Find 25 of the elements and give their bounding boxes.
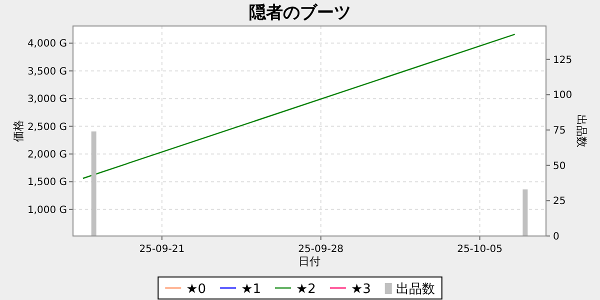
- y-tick-label: 2,500 G: [27, 122, 67, 133]
- x-tick-label: 25-10-05: [457, 244, 502, 255]
- y2-tick-label: 0: [553, 232, 560, 242]
- y2-tick-label: 75: [553, 126, 566, 137]
- y-tick-label: 1,500 G: [27, 177, 67, 188]
- legend-label: 出品数: [396, 282, 435, 297]
- legend-label: ★2: [296, 282, 316, 297]
- y-tick-label: 2,000 G: [27, 149, 67, 160]
- legend-label: ★3: [350, 282, 371, 297]
- legend-label: ★0: [186, 282, 206, 297]
- x-tick-label: 25-09-21: [139, 244, 185, 255]
- y2-tick-label: 50: [553, 160, 566, 172]
- y-tick-label: 1,000 G: [27, 204, 67, 216]
- y2-tick-label: 25: [553, 196, 566, 208]
- y2-tick-label: 125: [553, 54, 572, 66]
- chart-title: 隠者のブーツ: [249, 3, 351, 23]
- y-tick-label: 3,500 G: [27, 66, 67, 78]
- legend-label: ★1: [241, 282, 261, 297]
- y-tick-label: 3,000 G: [27, 94, 67, 106]
- x-tick-label: 25-09-28: [298, 244, 344, 255]
- y-tick-label: 4,000 G: [27, 38, 67, 50]
- y-axis-title: 価格: [12, 120, 25, 142]
- x-axis-title: 日付: [298, 255, 320, 268]
- y2-axis-title: 出品数: [575, 114, 588, 148]
- y2-tick-label: 100: [553, 90, 572, 102]
